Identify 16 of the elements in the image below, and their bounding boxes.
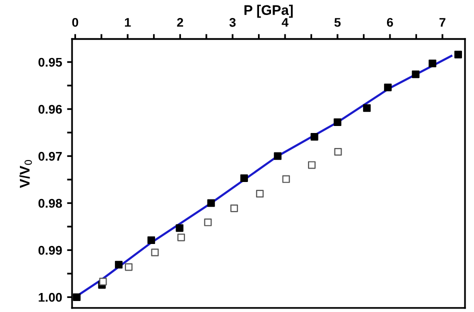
- y-tick-label: 0.99: [38, 246, 62, 255]
- y-tick-label: 0.96: [38, 104, 62, 114]
- y-axis-title: V/V$_{0}$: [19, 160, 32, 188]
- x-tick-label: 5: [334, 18, 341, 27]
- y-tick-label: 0.95: [38, 58, 62, 67]
- x-tick-label: 2: [177, 18, 184, 27]
- y-tick-label: 1.00: [38, 292, 62, 302]
- x-tick-label: 7: [439, 18, 446, 27]
- x-axis-title: P [GPa]: [244, 4, 293, 18]
- x-tick-label: 6: [386, 18, 393, 27]
- x-tick-label: 0: [72, 18, 78, 27]
- y-tick-label: 0.98: [38, 198, 62, 208]
- y-tick-label: 0.97: [38, 152, 62, 161]
- x-tick-label: 4: [282, 18, 288, 27]
- x-tick-label: 1: [124, 18, 131, 27]
- x-tick-label: 3: [229, 18, 236, 27]
